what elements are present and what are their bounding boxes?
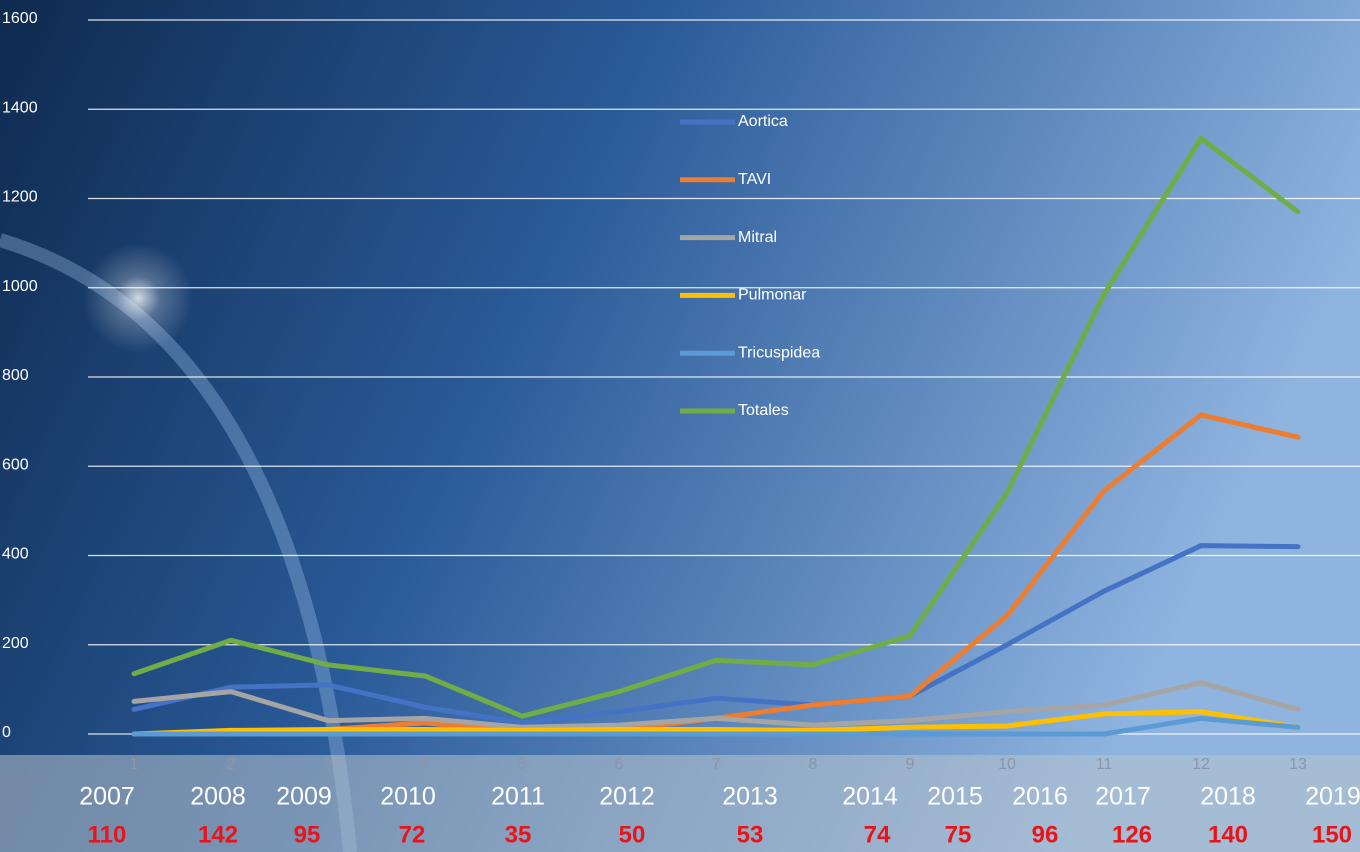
x-tick-label: 10	[998, 756, 1016, 773]
y-tick-label: 1400	[2, 99, 38, 116]
count-label: 142	[198, 821, 238, 848]
count-label: 95	[294, 821, 321, 848]
count-label: 150	[1312, 821, 1352, 848]
year-label: 2019	[1305, 783, 1360, 811]
count-label: 74	[864, 821, 891, 848]
year-label: 2013	[722, 783, 778, 811]
year-label: 2007	[79, 783, 135, 811]
year-label: 2012	[599, 783, 655, 811]
count-label: 110	[88, 821, 127, 848]
y-tick-label: 1000	[2, 278, 38, 295]
year-label: 2016	[1012, 783, 1068, 811]
y-tick-label: 0	[2, 724, 11, 741]
x-tick-label: 1	[130, 756, 139, 773]
x-tick-label: 7	[712, 756, 721, 773]
legend-label: Pulmonar	[738, 287, 807, 304]
legend-label: Mitral	[738, 229, 777, 246]
x-tick-label: 13	[1289, 756, 1307, 773]
year-label: 2010	[380, 783, 436, 811]
y-tick-label: 1200	[2, 189, 38, 206]
legend-label: TAVI	[738, 171, 771, 188]
legend-label: Totales	[738, 402, 789, 419]
year-label: 2009	[276, 783, 332, 811]
count-label: 50	[619, 821, 646, 848]
count-label: 126	[1112, 821, 1152, 848]
year-label: 2008	[190, 783, 246, 811]
count-label: 72	[399, 821, 426, 848]
x-tick-label: 6	[615, 756, 624, 773]
x-tick-label: 8	[809, 756, 818, 773]
year-label: 2018	[1200, 783, 1256, 811]
count-label: 75	[945, 821, 972, 848]
legend-label: Aortica	[738, 113, 788, 130]
year-label: 2015	[927, 783, 983, 811]
y-tick-label: 1600	[2, 10, 38, 27]
year-label: 2017	[1095, 783, 1151, 811]
count-label: 53	[737, 821, 764, 848]
x-tick-label: 5	[518, 756, 527, 773]
year-label: 2014	[842, 783, 898, 811]
x-tick-label: 3	[324, 756, 333, 773]
y-tick-label: 600	[2, 456, 29, 473]
count-label: 96	[1032, 821, 1059, 848]
count-label: 35	[505, 821, 532, 848]
decor-glow	[83, 243, 193, 353]
x-tick-label: 11	[1096, 756, 1113, 773]
chart: 0200400600800100012001400160012345678910…	[0, 0, 1360, 852]
x-tick-label: 2	[227, 756, 236, 773]
x-tick-label: 12	[1192, 756, 1210, 773]
page: {"chart_data": {"type": "line", "categor…	[0, 0, 1360, 852]
legend-label: Tricuspidea	[738, 344, 820, 361]
y-tick-label: 200	[2, 635, 29, 652]
y-tick-label: 400	[2, 546, 29, 563]
x-tick-label: 4	[421, 756, 430, 773]
x-tick-label: 9	[906, 756, 915, 773]
count-label: 140	[1208, 821, 1248, 848]
y-tick-label: 800	[2, 367, 29, 384]
year-label: 2011	[491, 783, 545, 811]
